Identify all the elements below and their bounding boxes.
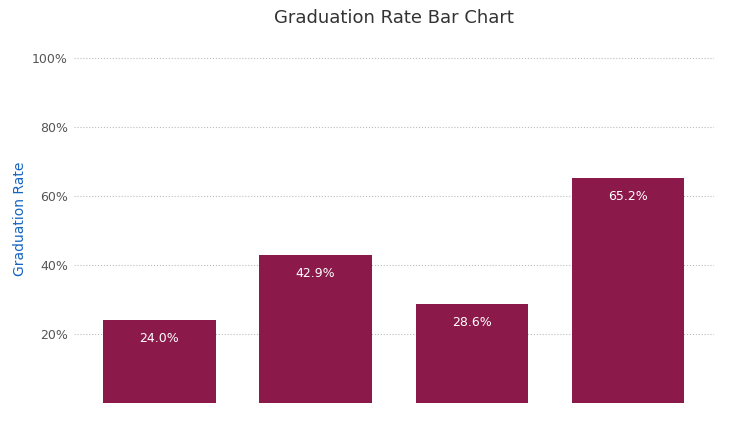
Bar bbox=[416, 304, 528, 403]
Text: 42.9%: 42.9% bbox=[296, 267, 336, 280]
Bar bbox=[572, 178, 684, 403]
Text: 24.0%: 24.0% bbox=[140, 332, 180, 345]
Bar bbox=[103, 320, 216, 403]
Text: 65.2%: 65.2% bbox=[608, 190, 648, 203]
Bar bbox=[260, 255, 372, 403]
Text: 28.6%: 28.6% bbox=[452, 316, 492, 329]
Title: Graduation Rate Bar Chart: Graduation Rate Bar Chart bbox=[274, 9, 514, 27]
Y-axis label: Graduation Rate: Graduation Rate bbox=[13, 161, 26, 276]
